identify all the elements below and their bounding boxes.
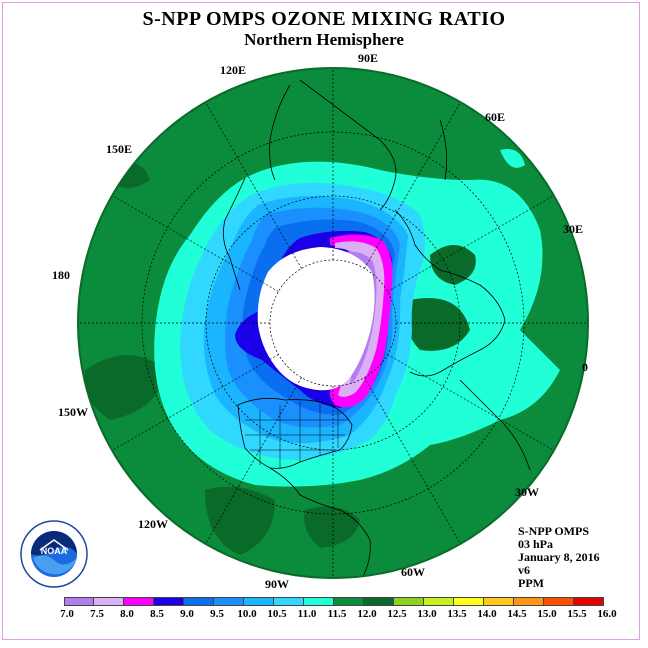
colorbar-tick-label: 14.5 [507, 608, 527, 620]
colorbar [64, 597, 604, 606]
info-level: 03 hPa [518, 537, 554, 551]
colorbar-swatch [64, 597, 94, 606]
info-box: S-NPP OMPS 03 hPa January 8, 2016 v6 PPM [518, 525, 600, 590]
ozone-contour-11.5-pacific [84, 355, 165, 420]
meridian-line [111, 354, 279, 451]
colorbar-swatch [94, 597, 124, 606]
figure-frame [2, 2, 640, 640]
meridian-line [364, 101, 461, 269]
meridian-line [387, 195, 555, 292]
colorbar-swatch [424, 597, 454, 606]
ozone-contour-11.5-atlantic [304, 506, 360, 548]
ozone-contour-11.5-europe-overlay [430, 245, 476, 285]
colorbar-swatch [484, 597, 514, 606]
ozone-contour-11.5-africa-overlay [406, 298, 470, 351]
info-date: January 8, 2016 [518, 550, 600, 564]
colorbar-swatch [184, 597, 214, 606]
colorbar-tick-label: 11.5 [327, 608, 347, 620]
colorbar-swatch [304, 597, 334, 606]
colorbar-swatch [454, 597, 484, 606]
colorbar-tick-label: 15.5 [567, 608, 587, 620]
colorbar-swatch [574, 597, 604, 606]
info-units: PPM [518, 576, 544, 590]
colorbar-tick-label: 7.0 [60, 608, 74, 620]
meridian-line [205, 101, 302, 269]
lon-label-30w: 30W [515, 485, 539, 499]
lon-label-60e: 60E [485, 110, 506, 124]
info-version: v6 [518, 563, 530, 577]
colorbar-swatch [514, 597, 544, 606]
colorbar-tick-label: 13.5 [447, 608, 467, 620]
lon-label-180: 180 [52, 268, 70, 282]
colorbar-tick-label: 15.0 [537, 608, 557, 620]
colorbar-swatch [154, 597, 184, 606]
no-data-polar-region [257, 247, 375, 391]
us-state-borders [245, 402, 350, 468]
ozone-contour-11.0-patch [500, 149, 525, 168]
colorbar-swatch [334, 597, 364, 606]
lon-label-0: 0 [582, 360, 588, 374]
colorbar-swatch [274, 597, 304, 606]
coastlines [222, 79, 531, 578]
lon-label-150w: 150W [58, 405, 88, 419]
info-instrument: S-NPP OMPS [518, 524, 589, 538]
colorbar-swatch [244, 597, 274, 606]
colorbar-swatch [544, 597, 574, 606]
colorbar-tick-label: 7.5 [90, 608, 104, 620]
lon-label-120w: 120W [138, 517, 168, 531]
colorbar-tick-label: 14.0 [477, 608, 497, 620]
noaa-logo-text: NOAA [41, 546, 68, 556]
colorbar-swatch [394, 597, 424, 606]
colorbar-tick-label: 9.5 [210, 608, 224, 620]
colorbar-tick-label: 13.0 [417, 608, 437, 620]
colorbar-ticks: 7.0 7.5 8.0 8.5 9.0 9.5 10.0 10.5 11.0 11.5 12.0 12… [52, 608, 617, 624]
colorbar-swatch [214, 597, 244, 606]
map-boundary [77, 67, 589, 579]
lon-label-150e: 150E [106, 142, 133, 156]
meridian-line [387, 354, 555, 451]
ozone-contour-11.5-south [205, 486, 275, 555]
lon-label-60w: 60W [401, 565, 425, 579]
lon-label-90w: 90W [265, 577, 289, 591]
colorbar-tick-label: 9.0 [180, 608, 194, 620]
colorbar-swatch [364, 597, 394, 606]
meridian-line [111, 195, 279, 292]
colorbar-tick-label: 11.0 [297, 608, 317, 620]
figure-title: S-NPP OMPS OZONE MIXING RATIO [142, 8, 506, 30]
colorbar-tick-label: 8.0 [120, 608, 134, 620]
colorbar-tick-label: 10.5 [267, 608, 287, 620]
lon-label-90e: 90E [358, 51, 379, 65]
colorbar-tick-label: 10.0 [237, 608, 257, 620]
colorbar-tick-label: 12.5 [387, 608, 407, 620]
lon-label-120e: 120E [220, 63, 247, 77]
figure-subtitle: Northern Hemisphere [244, 30, 404, 49]
map-fill [78, 68, 588, 578]
lon-label-30e: 30E [563, 222, 584, 236]
meridians [78, 68, 588, 578]
colorbar-swatch [124, 597, 154, 606]
meridian-line [205, 377, 302, 545]
colorbar-tick-label: 16.0 [597, 608, 617, 620]
noaa-logo: NOAA [20, 520, 88, 588]
colorbar-tick-label: 8.5 [150, 608, 164, 620]
meridian-line [364, 377, 461, 545]
colorbar-tick-label: 12.0 [357, 608, 377, 620]
